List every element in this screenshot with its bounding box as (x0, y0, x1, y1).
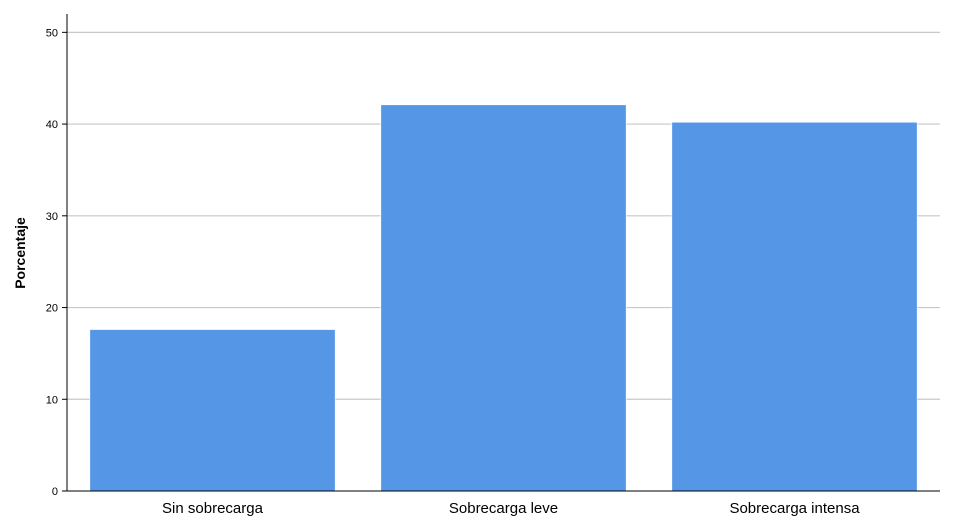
x-tick-labels: Sin sobrecarga Sobrecarga leve Sobrecarga … (162, 500, 860, 517)
y-tick-label: 20 (46, 303, 58, 315)
y-tick-label: 10 (46, 394, 58, 406)
bar (671, 121, 918, 492)
y-tick-label: 40 (46, 119, 58, 131)
x-tick-label: Sin sobrecarga (162, 500, 264, 517)
x-tick-label: Sobrecarga intensa (729, 500, 860, 517)
axes (66, 14, 940, 492)
y-tick-label: 30 (46, 211, 58, 223)
bar (89, 329, 336, 492)
y-axis-title: Porcentaje (12, 217, 28, 289)
x-tick-label: Sobrecarga leve (449, 500, 558, 517)
y-tick-label: 0 (52, 486, 58, 498)
bar (380, 104, 627, 492)
bars (89, 104, 918, 492)
y-tick-labels: 0 10 20 30 40 50 (46, 27, 58, 498)
y-tick-label: 50 (46, 27, 58, 39)
